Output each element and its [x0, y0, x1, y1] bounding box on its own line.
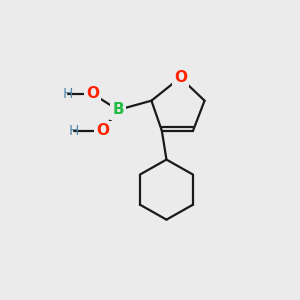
Text: H: H: [63, 87, 74, 101]
Text: O: O: [174, 70, 187, 85]
Text: O: O: [96, 123, 110, 138]
Text: B: B: [112, 102, 124, 117]
Text: O: O: [86, 86, 99, 101]
Text: H: H: [69, 124, 79, 138]
